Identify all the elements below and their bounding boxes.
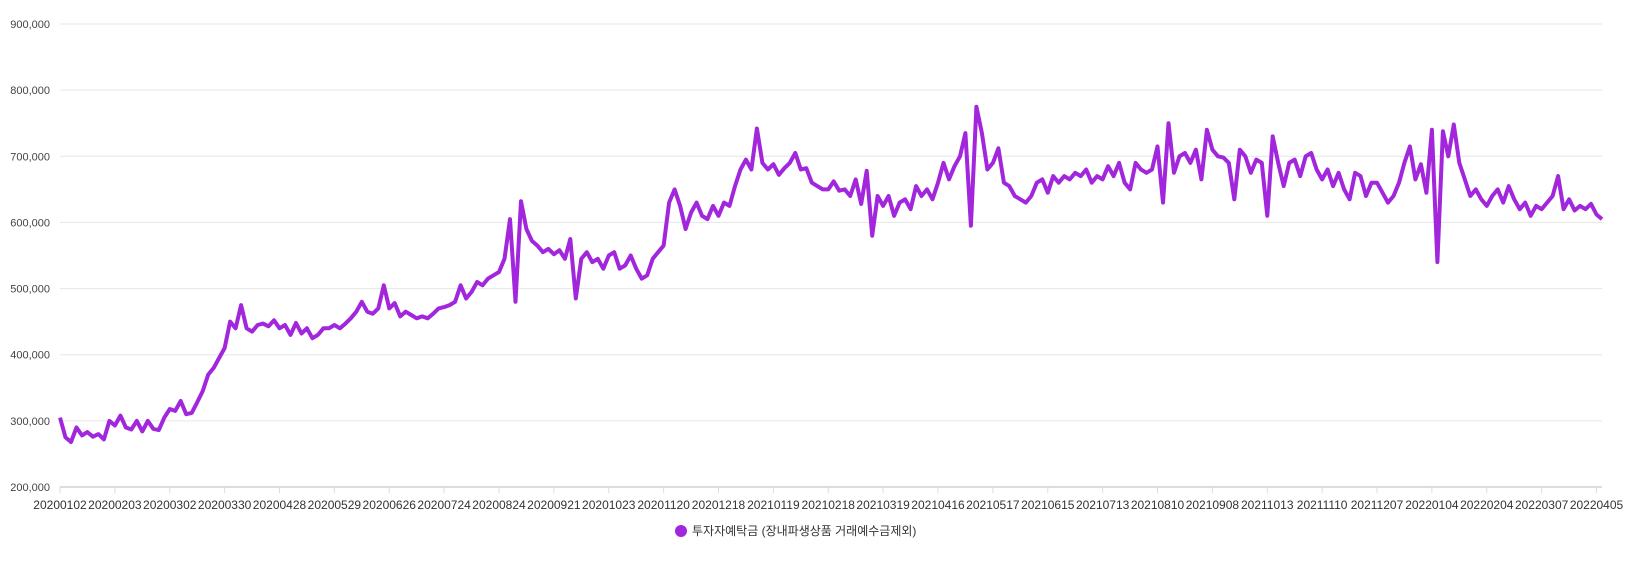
x-tick-label: 20200626 [363, 498, 417, 512]
y-tick-label: 900,000 [10, 19, 50, 31]
x-tick-label: 20200102 [33, 498, 87, 512]
y-axis: 200,000 300,000 400,000 500,000 600,000 700,0… [10, 19, 50, 494]
x-tick-label: 20210416 [911, 498, 965, 512]
x-tick-label: 20200302 [143, 498, 197, 512]
y-tick-label: 200,000 [10, 482, 50, 494]
x-tick-label: 20200330 [198, 498, 252, 512]
y-tick-label: 700,000 [10, 151, 50, 163]
x-tick-label: 20210810 [1131, 498, 1185, 512]
y-tick-label: 400,000 [10, 350, 50, 362]
x-axis: 20200102 20200203 20200302 20200330 20200428… [33, 487, 1624, 512]
x-tick-label: 20200921 [527, 498, 581, 512]
y-tick-label: 300,000 [10, 416, 50, 428]
x-tick-label: 20210218 [802, 498, 856, 512]
legend[interactable]: 투자자예탁금 (장내파생상품 거래예수금제외) [675, 524, 916, 538]
x-tick-label: 20201218 [692, 498, 746, 512]
x-tick-label: 20211013 [1241, 498, 1294, 512]
legend-label: 투자자예탁금 (장내파생상품 거래예수금제외) [692, 524, 916, 538]
x-tick-label: 20200529 [308, 498, 362, 512]
x-tick-label: 20200203 [88, 498, 142, 512]
x-tick-label: 20210615 [1021, 498, 1075, 512]
x-tick-label: 20201120 [637, 498, 690, 512]
x-tick-label: 20200824 [472, 498, 526, 512]
x-tick-label: 20210713 [1076, 498, 1130, 512]
x-tick-label: 20211207 [1351, 498, 1404, 512]
x-tick-label: 20210908 [1186, 498, 1240, 512]
x-tick-label: 20220204 [1460, 498, 1514, 512]
x-tick-label: 20210517 [966, 498, 1020, 512]
gridlines [60, 23, 1602, 488]
x-tick-label: 20200724 [417, 498, 471, 512]
plot-area [58, 104, 1604, 444]
x-tick-label: 20201023 [582, 498, 636, 512]
x-tick-label: 20211110 [1297, 498, 1348, 512]
x-tick-label: 20220405 [1570, 498, 1624, 512]
y-tick-label: 600,000 [10, 217, 50, 229]
legend-marker [675, 525, 687, 537]
x-tick-label: 20210119 [747, 498, 800, 512]
y-tick-label: 500,000 [10, 284, 50, 296]
x-tick-label: 20220307 [1515, 498, 1569, 512]
y-tick-label: 800,000 [10, 85, 50, 97]
series-line [58, 104, 1604, 444]
x-tick-label: 20200428 [253, 498, 307, 512]
x-tick-label: 20210319 [856, 498, 910, 512]
x-tick-label: 20220104 [1405, 498, 1459, 512]
